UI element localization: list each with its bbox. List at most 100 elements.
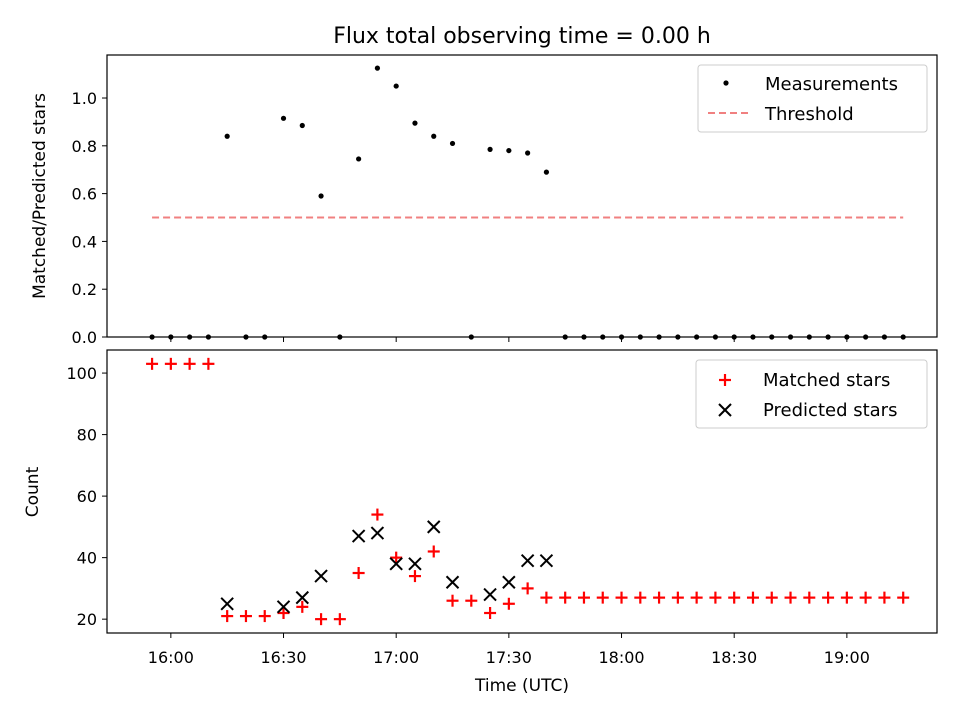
- matched-star-marker: [596, 591, 609, 604]
- measurement-point: [412, 120, 418, 126]
- measurement-point: [487, 146, 493, 152]
- predicted-star-marker: [445, 575, 460, 589]
- predicted-star-marker: [389, 557, 403, 571]
- top-y-axis: 0.0 0.2 0.4 0.6 0.8 1.0: [72, 89, 107, 347]
- top-axes-frame: [106, 54, 938, 338]
- predicted-star-marker: [408, 557, 422, 571]
- measurement-point: [449, 140, 456, 147]
- matched-star-marker: [709, 591, 722, 604]
- top-y-tick-label: 0.8: [72, 137, 97, 156]
- matched-star-marker: [559, 591, 572, 604]
- matched-star-marker: [840, 591, 853, 604]
- top-y-tick-label: 0.6: [72, 185, 97, 204]
- bottom-y-tick-label: 60: [77, 487, 97, 506]
- bottom-y-tick-label: 20: [77, 610, 97, 629]
- matched-star-marker: [221, 610, 234, 623]
- matched-star-marker: [390, 551, 403, 564]
- top-y-tick-label: 0.2: [72, 280, 97, 299]
- predicted-star-marker: [276, 600, 291, 614]
- matched-star-marker: [371, 508, 384, 521]
- bottom-x-axis-label: Time (UTC): [474, 676, 569, 696]
- bottom-x-tick-label: 17:00: [373, 648, 419, 667]
- predicted-star-stroke-b: [314, 569, 328, 583]
- matched-star-marker: [897, 591, 910, 604]
- measurement-point: [374, 65, 381, 71]
- matched-star-marker: [502, 597, 515, 610]
- matched-star-marker: [352, 567, 365, 580]
- bottom-y-tick-label: 100: [66, 364, 97, 383]
- legend-matched-marker: [719, 374, 731, 386]
- matched-star-marker: [859, 591, 872, 604]
- top-plot-area: [149, 65, 906, 340]
- matched-star-marker: [296, 600, 309, 613]
- matched-star-marker: [446, 594, 459, 607]
- bottom-x-tick-label: 18:30: [711, 648, 757, 667]
- bottom-y-axis-label: Count: [23, 466, 43, 517]
- matched-star-marker: [765, 591, 778, 604]
- bottom-axes-frame: [106, 349, 938, 634]
- bottom-x-tick-label: 18:00: [598, 648, 644, 667]
- matched-star-marker: [427, 545, 440, 558]
- matched-star-marker: [615, 591, 628, 604]
- top-y-tick-label: 0.4: [72, 232, 97, 251]
- matched-star-marker: [239, 610, 252, 623]
- matched-star-marker: [408, 570, 421, 583]
- measurement-point: [393, 83, 399, 89]
- matched-star-marker: [183, 357, 196, 370]
- measurement-point: [280, 115, 287, 121]
- bottom-y-tick-label: 80: [77, 426, 97, 445]
- matched-star-marker: [728, 591, 741, 604]
- predicted-star-stroke-b: [408, 557, 422, 571]
- legend-measurements-label: Measurements: [765, 74, 898, 95]
- bottom-legend-box: [695, 359, 928, 429]
- top-y-tick-label: 0.0: [72, 328, 97, 347]
- predicted-star-stroke-b: [427, 520, 441, 534]
- bottom-x-axis: 16:00 16:30 17:00 17:30 18:00 18:30 19:00: [148, 633, 870, 667]
- predicted-star-stroke-b: [220, 597, 234, 611]
- bottom-plot-area: [146, 357, 910, 626]
- predicted-star-marker: [539, 554, 554, 568]
- measurement-point: [506, 147, 512, 154]
- matched-star-marker: [634, 591, 647, 604]
- predicted-star-stroke-b: [539, 554, 554, 568]
- bottom-legend: Matched stars Predicted stars: [695, 359, 928, 429]
- predicted-star-stroke-b: [389, 557, 403, 571]
- predicted-star-marker: [483, 587, 497, 602]
- legend-matched-label: Matched stars: [763, 370, 890, 391]
- legend-threshold-label: Threshold: [764, 104, 854, 125]
- top-legend-box: [697, 64, 928, 133]
- matched-star-marker: [315, 613, 328, 626]
- predicted-star-stroke-b: [520, 554, 535, 568]
- top-legend: Measurements Threshold: [697, 64, 928, 133]
- measurement-point: [431, 133, 437, 139]
- legend-predicted-marker: [718, 403, 732, 417]
- measurement-point: [525, 150, 531, 156]
- measurement-point: [299, 122, 305, 129]
- measurement-point: [224, 133, 230, 139]
- matched-star-marker: [671, 591, 684, 604]
- predicted-star-stroke-b: [295, 590, 310, 605]
- predicted-star-marker: [351, 529, 366, 543]
- matched-star-marker: [521, 582, 534, 595]
- matched-star-marker: [146, 357, 159, 370]
- predicted-star-marker: [520, 554, 535, 568]
- predicted-star-marker: [314, 569, 328, 583]
- legend-predicted-label: Predicted stars: [763, 400, 897, 421]
- matched-star-marker: [746, 591, 759, 604]
- bottom-panel: 20 40 60 80 100 16:00 16:30 17:00 17:30 18:00 18:…: [23, 349, 938, 696]
- predicted-star-marker: [502, 575, 516, 589]
- matched-star-marker: [878, 591, 891, 604]
- matched-star-marker: [540, 591, 553, 604]
- predicted-star-marker: [427, 520, 441, 534]
- matched-star-marker: [277, 607, 290, 620]
- predicted-star-stroke-b: [351, 529, 366, 543]
- top-y-axis-label: Matched/Predicted stars: [30, 93, 50, 299]
- legend-measurements-marker: [723, 80, 729, 86]
- top-x-ticks: [170, 337, 848, 342]
- matched-star-marker: [164, 357, 177, 370]
- figure-title: Flux total observing time = 0.00 h: [333, 24, 711, 49]
- matched-star-marker: [784, 591, 797, 604]
- matched-star-marker: [822, 591, 835, 604]
- matched-star-marker: [690, 591, 703, 604]
